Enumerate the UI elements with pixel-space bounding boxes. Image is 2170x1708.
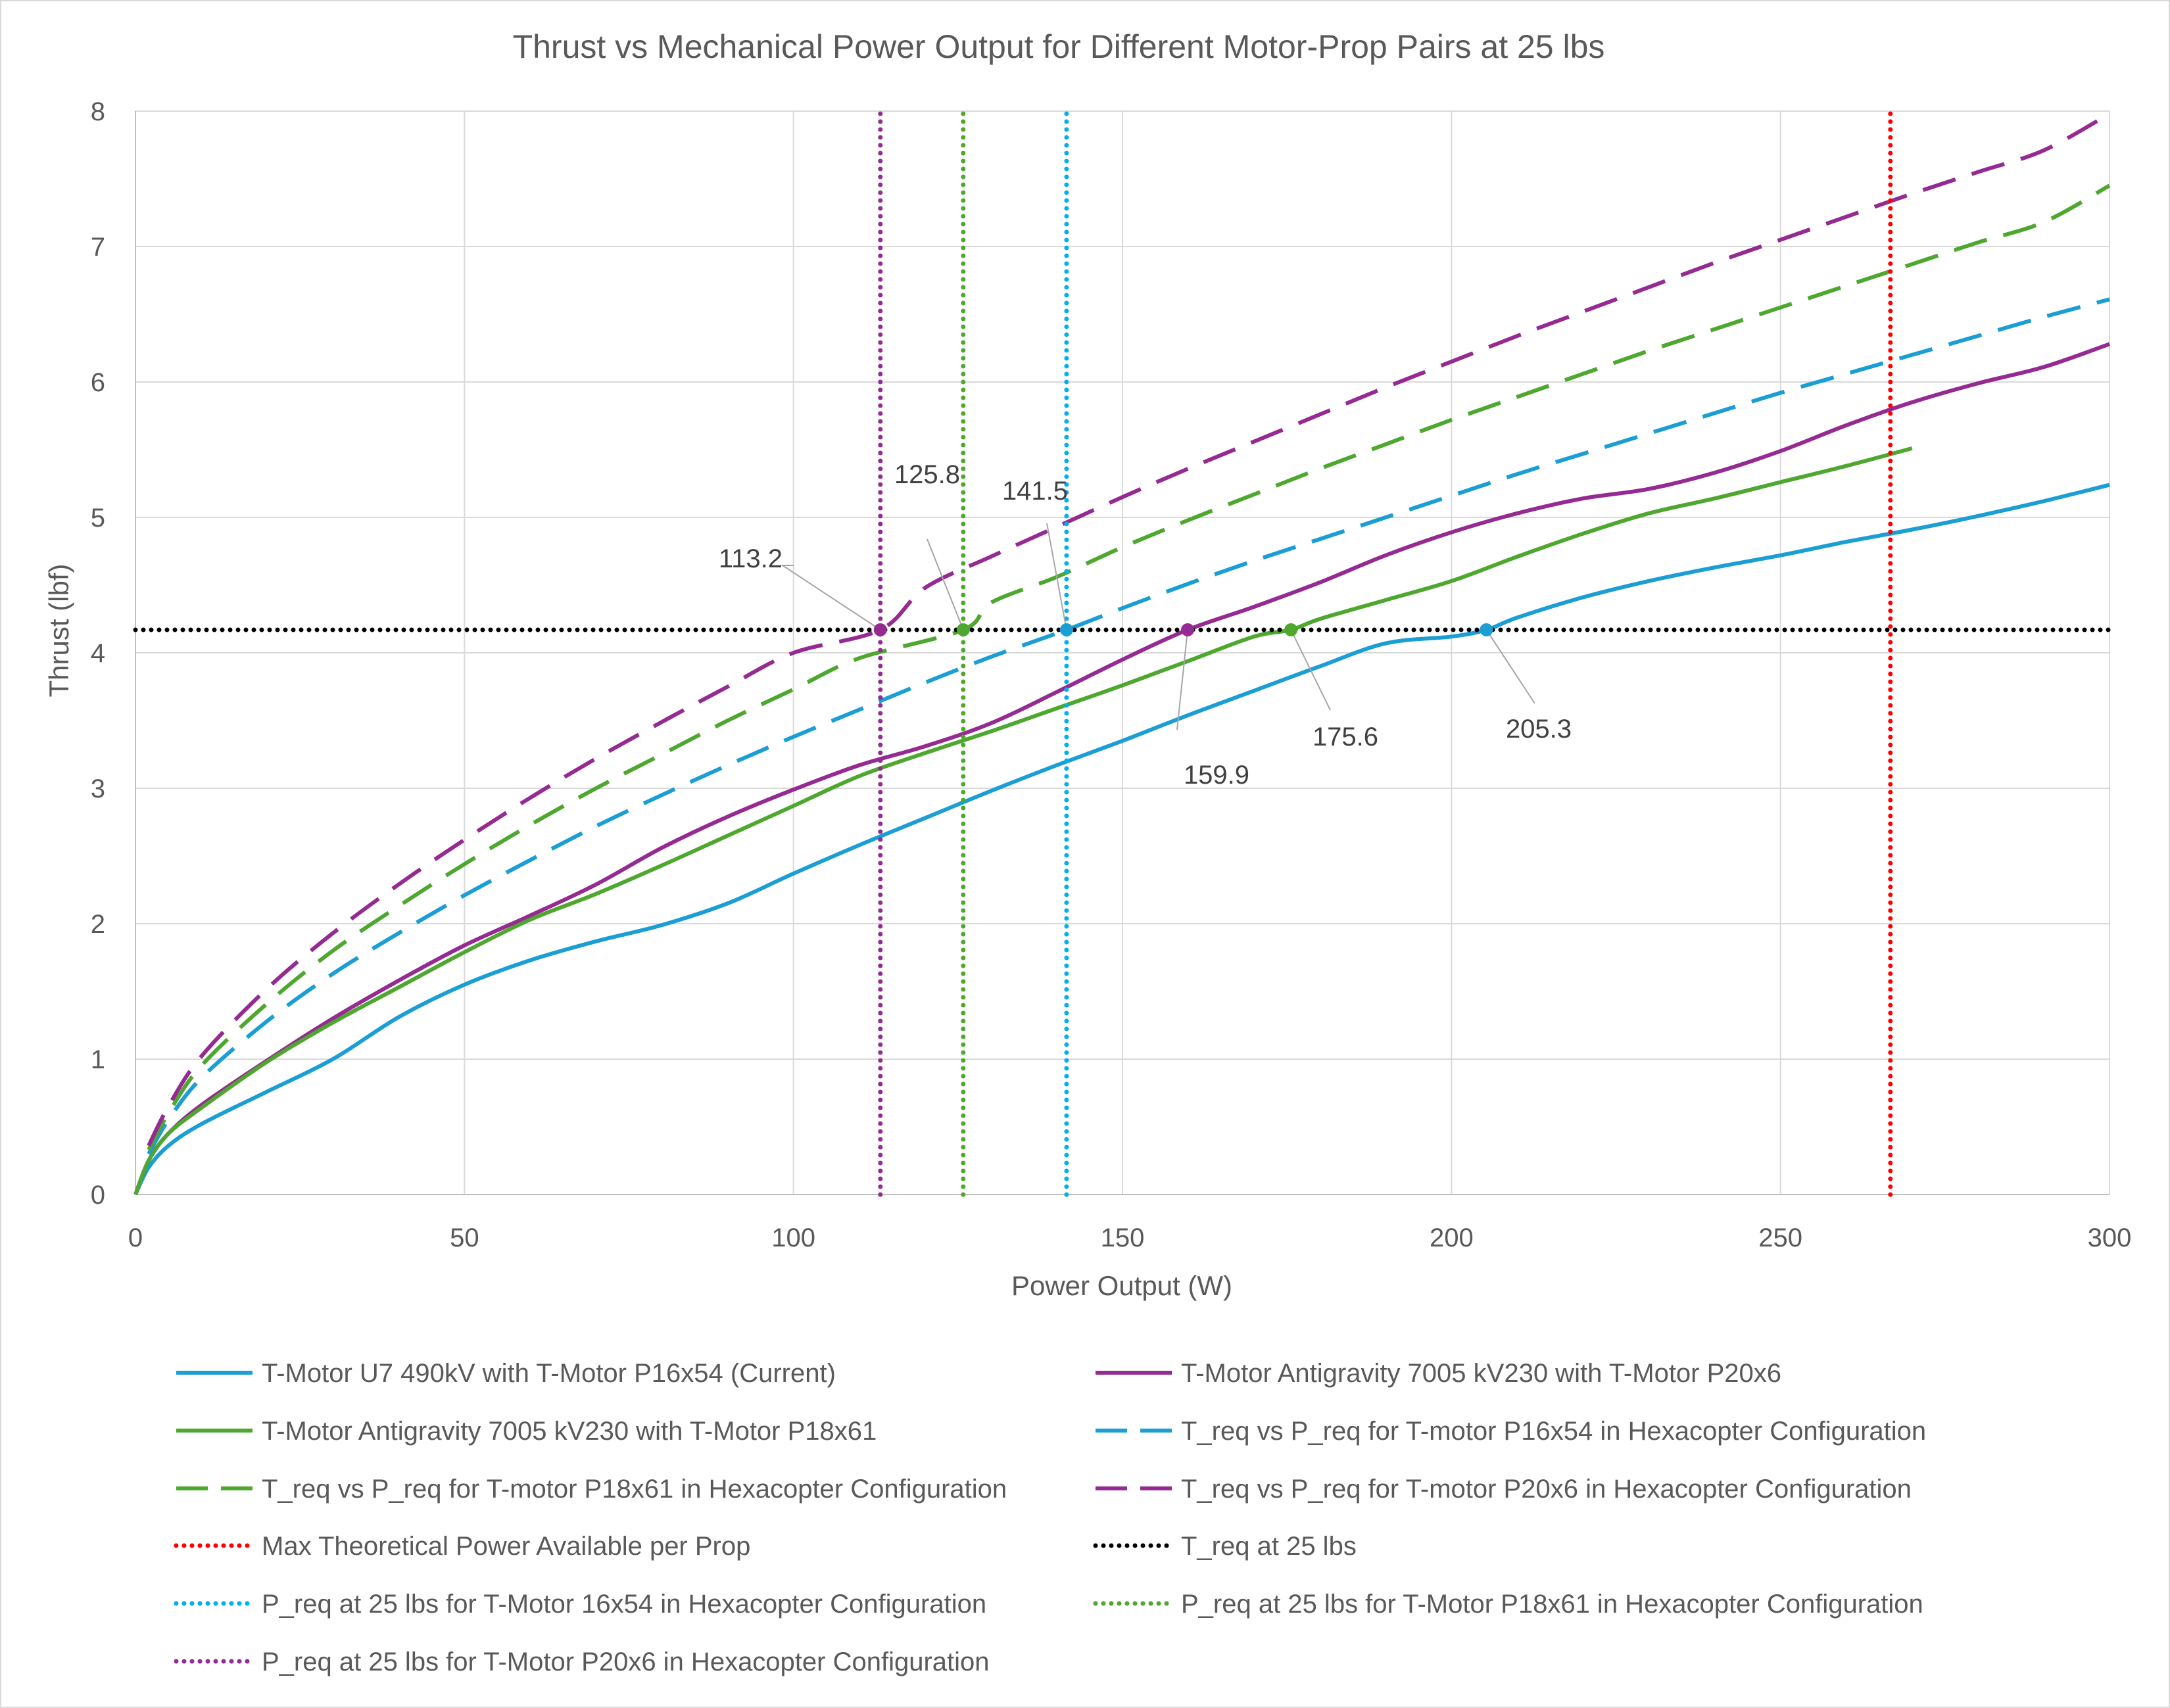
callout-leader <box>780 565 881 630</box>
legend-label: P_req at 25 lbs for T-Motor P18x61 in He… <box>1181 1590 1923 1619</box>
callout-leader <box>1485 629 1535 704</box>
x-tick-label: 250 <box>1758 1223 1802 1252</box>
y-tick-label: 7 <box>91 233 105 262</box>
legend-label: T_req vs P_req for T-motor P20x6 in Hexa… <box>1181 1475 1912 1504</box>
y-tick-label: 4 <box>91 639 105 668</box>
intersection-marker <box>1181 623 1195 636</box>
intersection-label: 113.2 <box>719 544 783 573</box>
gridlines <box>135 110 2110 1195</box>
intersection-marker <box>956 623 970 636</box>
legend-label: T_req vs P_req for T-motor P18x61 in Hex… <box>262 1475 1007 1504</box>
legend-label: P_req at 25 lbs for T-Motor P20x6 in Hex… <box>262 1648 990 1676</box>
y-tick-labels: 0 1 2 3 4 5 6 7 8 <box>91 97 105 1210</box>
x-tick-label: 0 <box>128 1223 143 1252</box>
series-line-t-req-vs-p-req-for-t-motor-p18x61-in-hexacopter-configuration <box>147 183 2111 1151</box>
y-tick-label: 0 <box>91 1181 105 1210</box>
series-line-t-req-vs-p-req-for-t-motor-p16x54-in-hexacopter-configuration <box>147 297 2110 1155</box>
x-tick-labels: 0 50 100 150 200 250 300 <box>128 1223 2132 1252</box>
intersection-marker <box>1480 623 1493 636</box>
series-line-t-req-vs-p-req-for-t-motor-p20x6-in-hexacopter-configuration <box>147 112 2111 1147</box>
y-tick-label: 3 <box>91 774 105 803</box>
y-tick-label: 1 <box>91 1045 105 1074</box>
x-tick-label: 200 <box>1430 1223 1474 1252</box>
y-tick-label: 2 <box>91 910 105 939</box>
legend-label: P_req at 25 lbs for T-Motor 16x54 in Hex… <box>262 1590 986 1619</box>
legend-label: T-Motor Antigravity 7005 kV230 with T-Mo… <box>262 1417 877 1446</box>
x-tick-label: 50 <box>450 1223 479 1252</box>
y-axis-label: Thrust (lbf) <box>43 563 74 697</box>
y-tick-label: 5 <box>91 504 105 533</box>
intersection-label: 205.3 <box>1506 715 1572 744</box>
intersection-marker <box>1059 623 1073 636</box>
callout-leader <box>1290 629 1331 711</box>
callout-leader <box>1046 523 1067 630</box>
legend-label: T-Motor Antigravity 7005 kV230 with T-Mo… <box>1181 1359 1781 1388</box>
legend-label: Max Theoretical Power Available per Prop <box>262 1532 750 1561</box>
legend-label: T_req vs P_req for T-motor P16x54 in Hex… <box>1181 1417 1926 1446</box>
y-tick-label: 8 <box>91 97 105 126</box>
series-line-t-motor-u7-490kv-with-t-motor-p16x54-current <box>133 483 2110 1196</box>
chart-title: Thrust vs Mechanical Power Output for Di… <box>513 28 1605 65</box>
intersection-label: 159.9 <box>1184 761 1249 790</box>
legend: T-Motor U7 490kV with T-Motor P16x54 (Cu… <box>174 1359 1926 1676</box>
intersection-label: 125.8 <box>894 460 960 489</box>
intersection-markers: 113.2 125.8 141.5 159.9 175.6 205.3 <box>719 460 1572 790</box>
x-axis-label: Power Output (W) <box>1011 1270 1232 1301</box>
intersection-label: 141.5 <box>1002 477 1068 506</box>
series-lines <box>133 108 2112 1197</box>
axes <box>135 111 2110 1195</box>
legend-label: T-Motor U7 490kV with T-Motor P16x54 (Cu… <box>262 1359 836 1388</box>
series-line-t-motor-antigravity-7005-kv230-with-t-motor-p20x6 <box>133 342 2110 1196</box>
x-tick-label: 100 <box>771 1223 815 1252</box>
intersection-label: 175.6 <box>1313 723 1378 751</box>
callout-leader <box>1176 629 1189 730</box>
x-tick-label: 150 <box>1101 1223 1145 1252</box>
intersection-marker <box>1284 623 1298 636</box>
x-tick-label: 300 <box>2088 1223 2132 1252</box>
callout-leader <box>927 538 964 630</box>
y-tick-label: 6 <box>91 368 105 397</box>
series-line-t-motor-antigravity-7005-kv230-with-t-motor-p18x61 <box>133 446 1913 1196</box>
legend-label: T_req at 25 lbs <box>1181 1532 1357 1561</box>
intersection-marker <box>873 623 887 636</box>
